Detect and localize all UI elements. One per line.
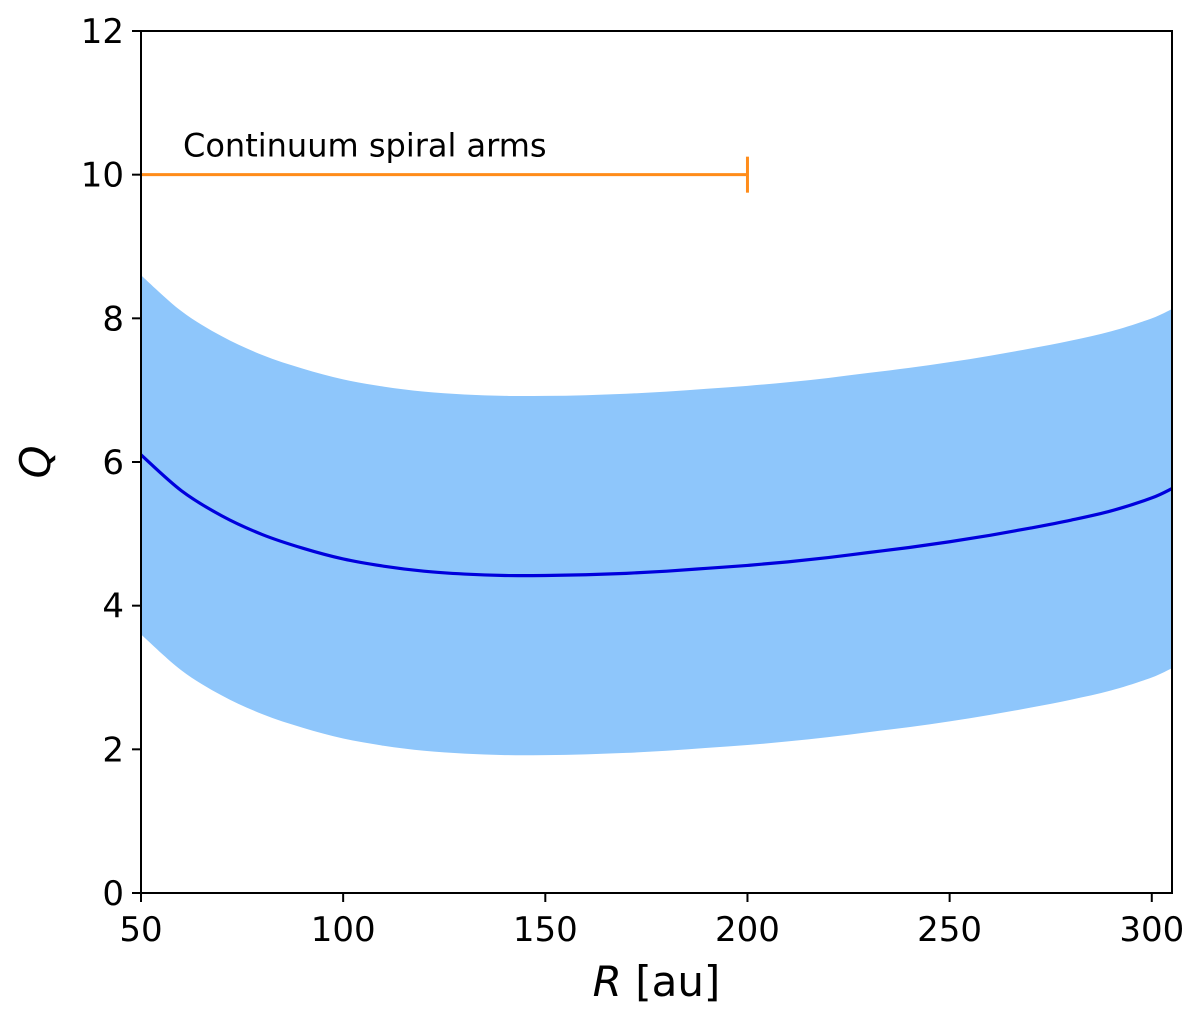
x-tick-label: 150 <box>513 910 578 950</box>
y-tick-label: 10 <box>81 156 124 196</box>
x-axis-label: R [au] <box>593 957 721 1006</box>
y-tick-label: 12 <box>81 12 124 52</box>
uncertainty-band-layer <box>141 275 1172 756</box>
x-tick-label: 300 <box>1119 910 1184 950</box>
annotation-layer: Continuum spiral arms <box>141 127 749 193</box>
x-axis-label-variable: R <box>593 957 622 1006</box>
median-line-layer <box>139 453 1173 578</box>
x-tick-label: 100 <box>311 910 376 950</box>
x-axis-label-unit: [au] <box>622 957 720 1006</box>
annotation-label: Continuum spiral arms <box>183 127 547 165</box>
y-tick-label: 2 <box>102 730 124 770</box>
y-axis-label: Q <box>11 445 60 478</box>
uncertainty-band-0 <box>141 275 1172 756</box>
median-line-0 <box>139 453 1173 578</box>
y-tick-label: 8 <box>102 299 124 339</box>
x-tick-label: 250 <box>917 910 982 950</box>
x-tick-label: 50 <box>119 910 162 950</box>
y-axis-ticks: 0 2 4 6 8 10 12 <box>81 12 141 914</box>
x-axis-ticks: 50 100 150 200 250 300 <box>119 893 1184 950</box>
y-tick-label: 6 <box>102 443 124 483</box>
x-tick-label: 200 <box>715 910 780 950</box>
y-tick-label: 0 <box>102 874 124 914</box>
y-tick-label: 4 <box>102 587 124 627</box>
